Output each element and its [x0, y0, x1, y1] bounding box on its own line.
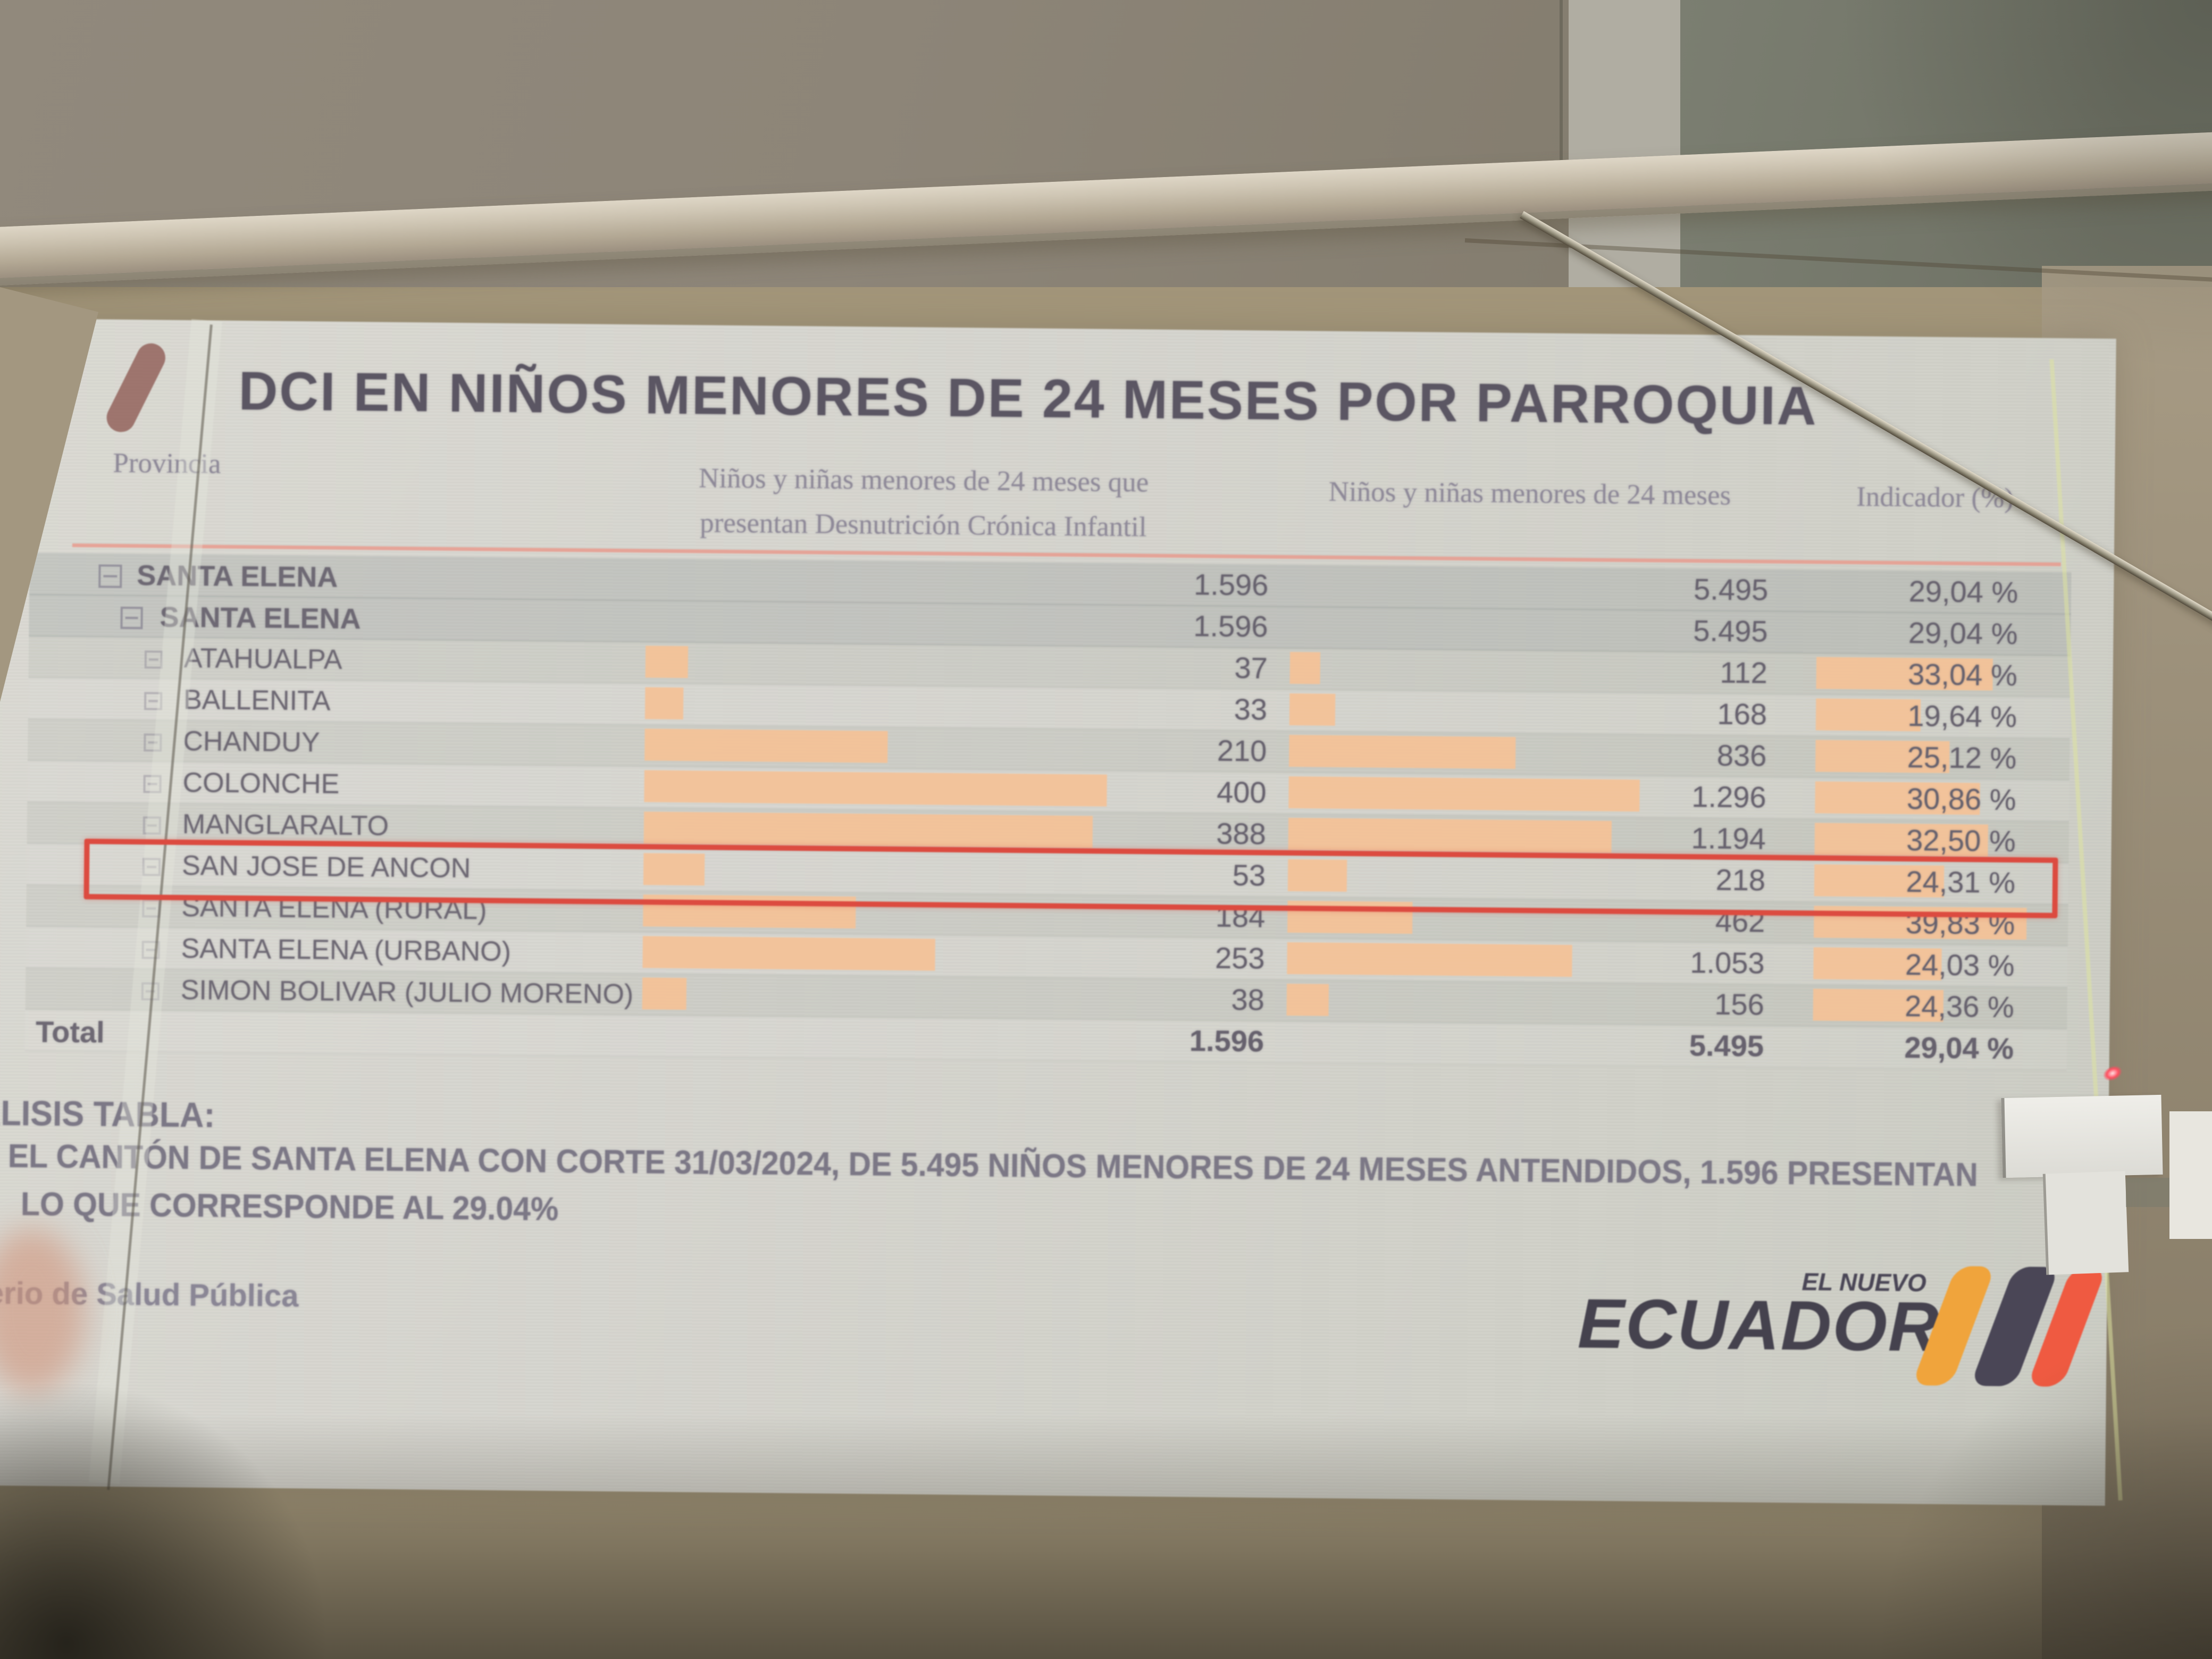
dci-data-bar [644, 770, 1107, 807]
table-rows: SANTA ELENA 1.596 5.495 29,04 % SANTA ELENA 1… [0, 318, 2116, 1071]
dci-data-bar [643, 811, 1093, 848]
dci-value: 1.596 [1193, 567, 1269, 602]
indicador-value: 30,86 % [1906, 782, 2016, 817]
right-edge-white-strip [2169, 1111, 2212, 1239]
atendidos-data-bar [1286, 983, 1329, 1016]
dci-value: 33 [1234, 692, 1268, 726]
atendidos-value: 1.053 [1690, 945, 1765, 980]
dci-data-bar [645, 646, 689, 678]
atendidos-data-bar [1289, 651, 1321, 684]
collapse-icon [120, 606, 143, 630]
row-label-santa-elena-urbano-: SANTA ELENA (URBANO) [181, 933, 512, 967]
dci-data-bar [644, 728, 888, 763]
atendidos-value: 1.296 [1691, 780, 1766, 814]
atendidos-data-bar [1289, 734, 1516, 769]
row-label-ballenita: BALLENITA [183, 684, 331, 717]
collapse-icon [144, 650, 163, 669]
atendidos-data-bar [1289, 693, 1336, 726]
analysis-line-1: EL CANTÓN DE SANTA ELENA CON CORTE 31/03… [7, 1137, 1979, 1194]
projected-slide: DCI EN NIÑOS MENORES DE 24 MESES POR PAR… [0, 318, 2123, 1506]
dci-value: 210 [1217, 733, 1267, 768]
collapse-minus [148, 658, 158, 661]
brand-name-ecuador: ECUADOR [1577, 1284, 1941, 1366]
row-label-simon-bolivar-julio-moreno-: SIMON BOLIVAR (JULIO MORENO) [180, 974, 634, 1010]
indicador-value: 24,03 % [1905, 948, 2015, 983]
atendidos-value: 5.495 [1693, 572, 1769, 607]
white-bracket-stem [2042, 1171, 2129, 1275]
collapse-minus [125, 616, 138, 619]
dci-value: 400 [1216, 775, 1267, 809]
dci-value: 253 [1214, 941, 1265, 975]
dci-data-bar [644, 687, 684, 720]
white-bracket-bar [2001, 1094, 2163, 1178]
atendidos-value: 168 [1717, 697, 1767, 731]
dci-value: 38 [1231, 982, 1265, 1017]
dci-data-bar [642, 936, 935, 971]
dci-value: 1.596 [1193, 609, 1268, 643]
indicador-value: 25,12 % [1907, 740, 2017, 775]
indicador-value: 19,64 % [1907, 699, 2017, 734]
atendidos-value: 156 [1714, 987, 1765, 1021]
collapse-minus [148, 700, 158, 702]
indicador-value: 24,36 % [1904, 989, 2015, 1024]
analysis-heading: ANÁLISIS TABLA: [0, 1092, 215, 1135]
indicador-value: 33,04 % [1907, 657, 2018, 692]
collapse-minus [103, 575, 117, 577]
column-header-dci-line2: presentan Desnutrición Crónica Infantil [699, 507, 1147, 543]
msp-slash-logo-icon [102, 338, 171, 437]
collapse-icon [98, 564, 122, 588]
dci-data-bar [642, 977, 687, 1010]
slide-title: DCI EN NIÑOS MENORES DE 24 MESES POR PAR… [238, 360, 1819, 437]
atendidos-data-bar [1287, 942, 1572, 977]
row-label-total: Total [35, 1015, 105, 1049]
indicador-value: 29,04 % [1908, 574, 2018, 609]
atendidos-value: 112 [1720, 655, 1768, 690]
analysis-line-2: LO QUE CORRESPONDE AL 29.04% [20, 1186, 559, 1228]
row-label-colonche: COLONCHE [182, 767, 340, 800]
dci-value: 37 [1234, 650, 1268, 685]
row-label-atahualpa: ATAHUALPA [183, 643, 342, 675]
row-label-chanduy: CHANDUY [183, 726, 320, 758]
dci-value: 1.596 [1189, 1024, 1264, 1058]
row-label-manglaralto: MANGLARALTO [182, 809, 389, 842]
column-header-dci-line1: Niños y niñas menores de 24 meses que [698, 463, 1149, 498]
indicador-value: 29,04 % [1908, 616, 2018, 651]
screen-bottom-shadow [0, 1414, 2212, 1659]
atendidos-value: 836 [1716, 738, 1767, 773]
wall-corner-line [1560, 0, 1563, 165]
indicador-value: 29,04 % [1904, 1030, 2014, 1066]
column-header-atendidos: Niños y niñas menores de 24 meses [1328, 476, 1731, 511]
atendidos-value: 5.495 [1689, 1028, 1764, 1063]
atendidos-value: 5.495 [1693, 614, 1768, 648]
row-label-santa-elena: SANTA ELENA [137, 559, 338, 593]
